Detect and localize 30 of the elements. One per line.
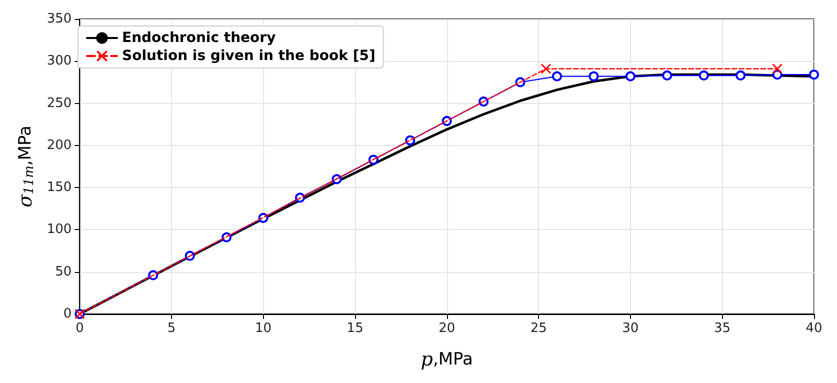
legend-label: Solution is given in the book [5]: [122, 48, 376, 64]
x-tick-label: 40: [806, 321, 822, 336]
point: [809, 70, 819, 80]
y-tick-label: 350: [46, 12, 72, 26]
y-tick-label: 150: [46, 180, 72, 196]
x-tick-label: 10: [255, 321, 272, 336]
y-tick-label: 200: [46, 138, 72, 153]
point: [552, 71, 562, 82]
y-tick-label: 300: [46, 54, 72, 69]
point: [698, 70, 709, 80]
x-tick-label: 20: [438, 321, 456, 336]
x-tick-label: 15: [346, 321, 364, 336]
x-tick-label: 30: [622, 321, 639, 336]
y-axis-title: σ11m,MPa: [14, 126, 37, 208]
point: [588, 71, 599, 82]
y-tick-label: 100: [46, 222, 72, 238]
point: [625, 71, 636, 82]
x-tick-label: 35: [714, 321, 730, 336]
y-tick-label: 250: [46, 96, 72, 111]
x-axis-title: p,MPa: [420, 348, 473, 370]
point: [662, 70, 672, 80]
point: [736, 70, 746, 80]
y-tick-label: 50: [55, 264, 72, 280]
point: [540, 63, 552, 74]
legend-label: Endochronic theory: [122, 30, 276, 46]
point: [772, 63, 783, 74]
x-tick-label: 5: [167, 321, 176, 336]
x-tick-label: 25: [530, 321, 547, 336]
y-tick-label: 0: [63, 306, 72, 322]
x-tick-label: 0: [76, 321, 84, 336]
